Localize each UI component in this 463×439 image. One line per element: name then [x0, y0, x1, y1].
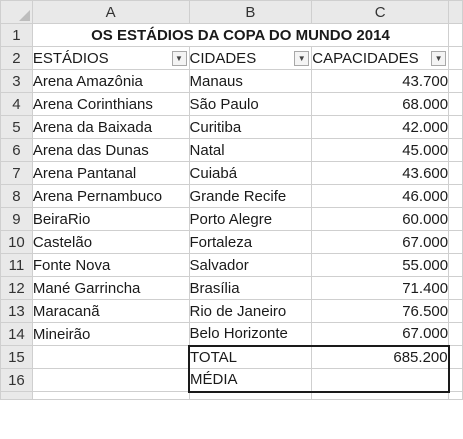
cell[interactable]	[448, 322, 463, 346]
cell[interactable]	[448, 299, 463, 323]
worksheet-grid: A B C 1 OS ESTÁDIOS DA COPA DO MUNDO 201…	[0, 0, 463, 400]
city-cell[interactable]: Rio de Janeiro	[188, 299, 313, 323]
stadium-cell[interactable]: BeiraRio	[31, 207, 190, 231]
capacity-cell[interactable]: 42.000	[311, 115, 450, 139]
cell[interactable]	[448, 92, 463, 116]
row-header[interactable]: 9	[0, 207, 33, 231]
cell[interactable]	[31, 368, 190, 392]
cell[interactable]	[448, 230, 463, 254]
stadium-cell[interactable]: Arena Amazônia	[31, 69, 190, 93]
row-header[interactable]: 6	[0, 138, 33, 162]
select-all-corner[interactable]	[0, 0, 33, 24]
stadium-cell[interactable]: Castelão	[31, 230, 190, 254]
cell[interactable]	[448, 161, 463, 185]
city-cell[interactable]: Cuiabá	[188, 161, 313, 185]
stadium-cell[interactable]: Arena Pantanal	[31, 161, 190, 185]
cell[interactable]	[188, 391, 313, 400]
stadium-cell[interactable]: Maracanã	[31, 299, 190, 323]
capacity-cell[interactable]: 43.700	[311, 69, 450, 93]
row-header[interactable]: 16	[0, 368, 33, 392]
cell[interactable]	[448, 276, 463, 300]
capacity-cell[interactable]: 60.000	[311, 207, 450, 231]
cell[interactable]	[448, 207, 463, 231]
stadium-cell[interactable]: Fonte Nova	[31, 253, 190, 277]
select-all-triangle-icon	[18, 10, 30, 21]
capacity-cell[interactable]: 43.600	[311, 161, 450, 185]
cell[interactable]	[448, 368, 463, 392]
cell[interactable]	[448, 184, 463, 208]
header-label-stadiums: ESTÁDIOS	[32, 49, 109, 67]
cell[interactable]	[448, 253, 463, 277]
stadium-cell[interactable]: Arena Corinthians	[31, 92, 190, 116]
row-header[interactable]: 2	[0, 46, 33, 70]
city-cell[interactable]: Salvador	[188, 253, 313, 277]
cell[interactable]	[448, 391, 463, 400]
city-cell[interactable]: Manaus	[188, 69, 313, 93]
header-cell-capacities[interactable]: CAPACIDADES ▼	[311, 46, 450, 70]
row-header[interactable]: 5	[0, 115, 33, 139]
sheet-title[interactable]: OS ESTÁDIOS DA COPA DO MUNDO 2014	[31, 23, 450, 47]
row-header-partial[interactable]	[0, 391, 33, 400]
total-label-cell[interactable]: TOTAL	[188, 344, 313, 369]
cell[interactable]	[448, 115, 463, 139]
column-header-b[interactable]: B	[188, 0, 313, 24]
capacity-cell[interactable]: 55.000	[311, 253, 450, 277]
capacity-cell[interactable]: 46.000	[311, 184, 450, 208]
city-cell[interactable]: Natal	[188, 138, 313, 162]
city-cell[interactable]: Porto Alegre	[188, 207, 313, 231]
header-label-cities: CIDADES	[189, 49, 257, 67]
city-cell[interactable]: Grande Recife	[188, 184, 313, 208]
stadium-cell[interactable]: Arena das Dunas	[31, 138, 190, 162]
city-cell[interactable]: Curitiba	[188, 115, 313, 139]
row-header[interactable]: 7	[0, 161, 33, 185]
average-label-cell[interactable]: MÉDIA	[188, 368, 313, 393]
cell[interactable]	[31, 391, 190, 400]
filter-dropdown-icon[interactable]: ▼	[294, 50, 310, 66]
stadium-cell[interactable]: Mineirão	[31, 322, 190, 346]
city-cell[interactable]: São Paulo	[188, 92, 313, 116]
row-header[interactable]: 11	[0, 253, 33, 277]
stadium-cell[interactable]: Arena Pernambuco	[31, 184, 190, 208]
column-header-c[interactable]: C	[311, 0, 450, 24]
header-cell-cities[interactable]: CIDADES ▼	[188, 46, 313, 70]
cell[interactable]	[448, 138, 463, 162]
cell[interactable]	[448, 46, 463, 70]
cell[interactable]	[448, 345, 463, 369]
cell[interactable]	[448, 23, 463, 47]
city-cell[interactable]: Fortaleza	[188, 230, 313, 254]
capacity-cell[interactable]: 67.000	[311, 322, 450, 346]
total-value-cell[interactable]: 685.200	[311, 344, 450, 369]
filter-dropdown-icon[interactable]: ▼	[171, 50, 187, 66]
header-label-capacities: CAPACIDADES	[312, 49, 419, 67]
row-header[interactable]: 13	[0, 299, 33, 323]
column-header-partial[interactable]	[448, 0, 463, 24]
row-header[interactable]: 1	[0, 23, 33, 47]
row-header[interactable]: 3	[0, 69, 33, 93]
average-value-cell[interactable]	[311, 368, 450, 393]
row-header[interactable]: 12	[0, 276, 33, 300]
stadium-cell[interactable]: Mané Garrincha	[31, 276, 190, 300]
cell[interactable]	[311, 391, 450, 400]
column-header-a[interactable]: A	[31, 0, 190, 24]
city-cell[interactable]: Brasília	[188, 276, 313, 300]
city-cell[interactable]: Belo Horizonte	[188, 322, 313, 346]
stadium-cell[interactable]: Arena da Baixada	[31, 115, 190, 139]
capacity-cell[interactable]: 45.000	[311, 138, 450, 162]
row-header[interactable]: 10	[0, 230, 33, 254]
row-header[interactable]: 4	[0, 92, 33, 116]
capacity-cell[interactable]: 67.000	[311, 230, 450, 254]
row-header[interactable]: 8	[0, 184, 33, 208]
capacity-cell[interactable]: 76.500	[311, 299, 450, 323]
capacity-cell[interactable]: 71.400	[311, 276, 450, 300]
row-header[interactable]: 14	[0, 322, 33, 346]
filter-dropdown-icon[interactable]: ▼	[431, 50, 447, 66]
header-cell-stadiums[interactable]: ESTÁDIOS ▼	[31, 46, 190, 70]
cell[interactable]	[31, 345, 190, 369]
cell[interactable]	[448, 69, 463, 93]
capacity-cell[interactable]: 68.000	[311, 92, 450, 116]
row-header[interactable]: 15	[0, 345, 33, 369]
